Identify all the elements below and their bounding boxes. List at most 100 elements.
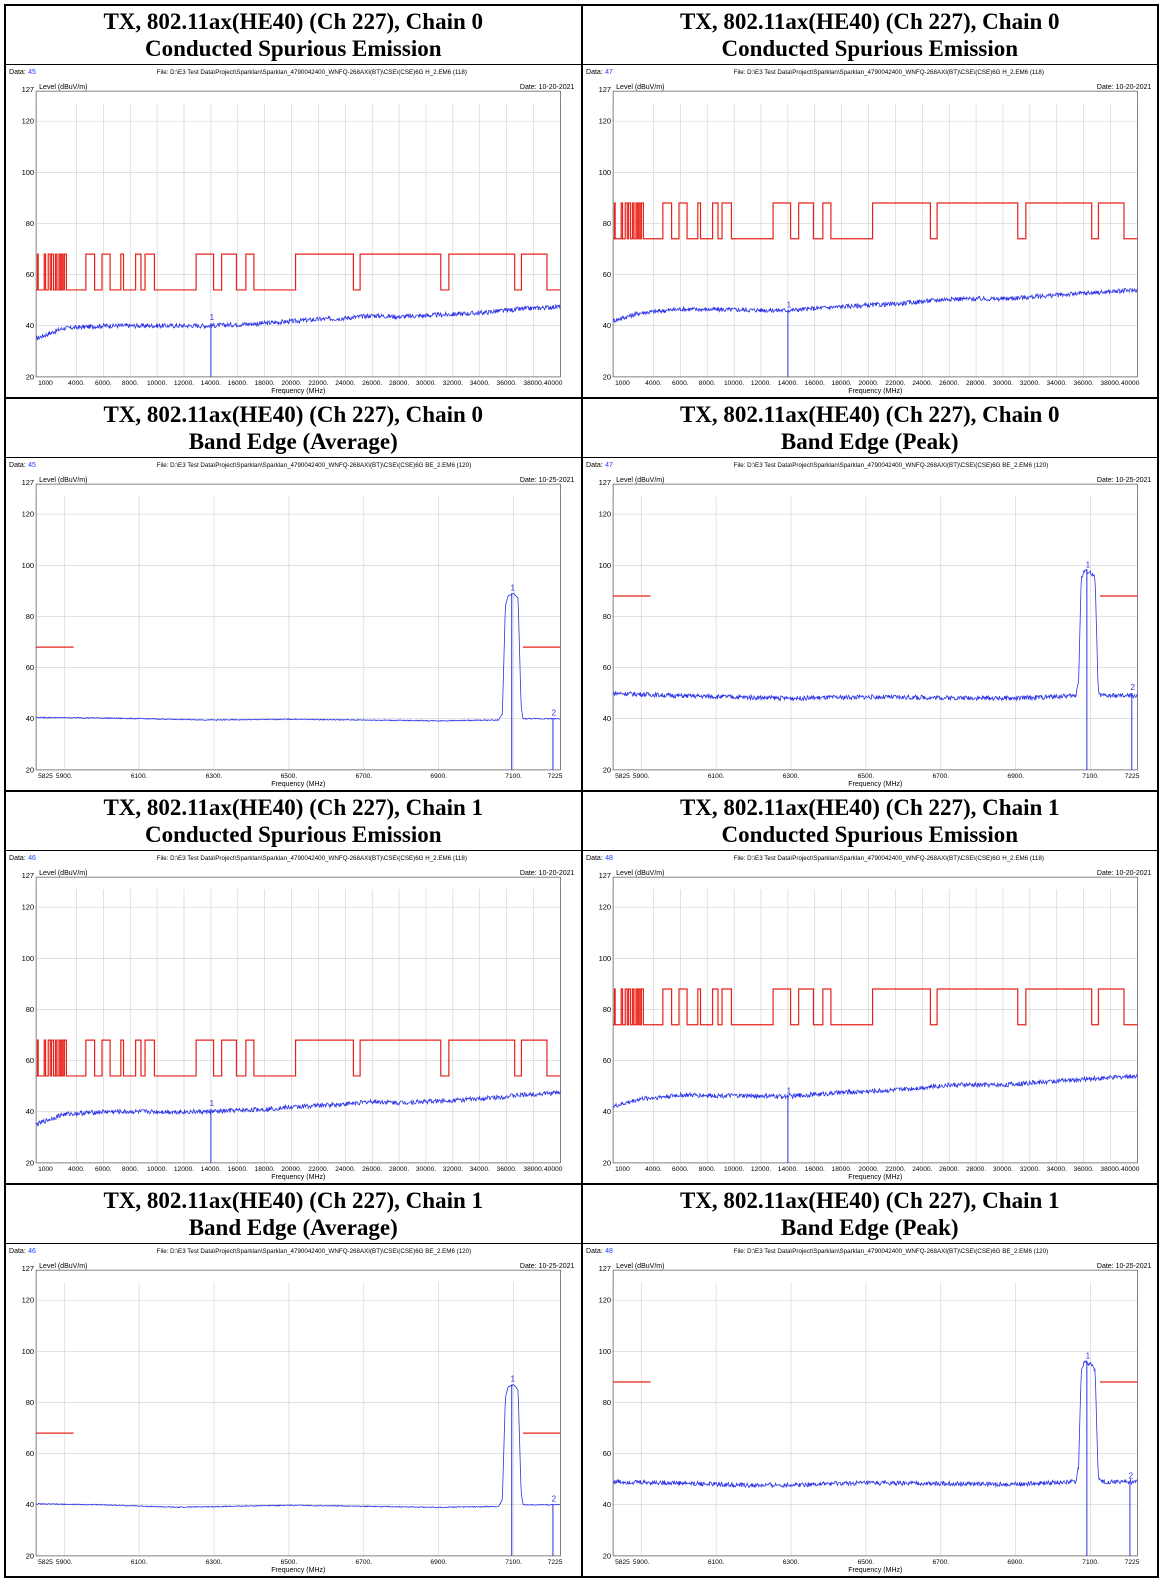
chart-title: TX, 802.11ax(HE40) (Ch 227), Chain 0 Band… [583,399,1158,457]
measurement-trace [612,287,1138,324]
x-tick-label: 20000. [281,1166,301,1173]
plot-svg: Data: 48 File: D:\E3 Test Data\Project\Spa… [586,1248,1152,1574]
x-axis-min-label: 1000 [615,380,630,387]
y-tick-label: 20 [602,1551,610,1560]
file-path: File: D:\E3 Test Data\Project\Sparklan\S… [733,69,1043,76]
y-tick-label: 40 [26,714,34,723]
plot-svg: Data: 48 File: D:\E3 Test Data\Project\Spa… [586,855,1152,1181]
chart-title-line2: Conducted Spurious Emission [721,36,1019,61]
x-tick-label: 6700. [356,773,373,780]
chart-title-line2: Conducted Spurious Emission [144,822,442,847]
chart-title-line2: Conducted Spurious Emission [721,822,1019,847]
y-axis-label: Level (dBuV/m) [39,84,87,91]
date-label: Date: 10-25-2021 [1096,477,1151,484]
y-tick-label: 120 [598,510,611,519]
limit-line [612,202,1137,240]
x-tick-label: 20000. [281,380,301,387]
x-tick-label: 6300. [206,773,223,780]
x-tick-label: 4000. [645,380,662,387]
x-tick-label: 6000. [672,380,689,387]
plot-svg: Data: 45 File: D:\E3 Test Data\Project\Spa… [9,69,575,395]
x-tick-label: 26000. [939,380,959,387]
data-value: 47 [605,462,613,469]
x-tick-label: 6500. [857,773,874,780]
plot-svg: Data: 46 File: D:\E3 Test Data\Project\Spa… [9,855,575,1181]
measurement-trace [612,1073,1138,1109]
y-tick-label: 100 [598,168,611,177]
y-tick-label: 80 [26,612,34,621]
plot-frame [612,876,1138,1164]
x-tick-label: 30000. [992,1166,1012,1173]
x-axis-max-label: 40000 [1120,380,1139,387]
x-tick-label: 6500. [281,773,298,780]
y-tick-label: 100 [598,561,611,570]
y-tick-label: 100 [22,168,35,177]
x-tick-label: 36000. [497,380,517,387]
x-tick-label: 6500. [281,1559,298,1566]
y-tick-label: 60 [26,1056,34,1065]
x-tick-label: 36000. [1073,1166,1093,1173]
y-axis-label: Level (dBuV/m) [616,477,664,484]
y-tick-label: 120 [598,117,611,126]
x-tick-label: 6700. [356,1559,373,1566]
y-tick-label: 100 [598,1347,611,1356]
data-label: Data: [586,1248,603,1255]
marker-label: 1 [210,313,215,322]
x-tick-label: 8000. [122,380,139,387]
y-tick-label: 80 [602,612,610,621]
x-axis-label: Frequency (MHz) [271,1174,325,1181]
data-value: 45 [28,69,36,76]
y-tick-label: 120 [22,117,35,126]
data-label: Data: [9,69,26,76]
y-tick-label: 60 [602,1056,610,1065]
chart-title-line2: Band Edge (Average) [188,1215,398,1240]
y-tick-label: 80 [26,1005,34,1014]
date-label: Date: 10-25-2021 [520,1263,575,1270]
x-axis-min-label: 5825 [615,1559,630,1566]
chart-cell: TX, 802.11ax(HE40) (Ch 227), Chain 1 Band… [581,1184,1158,1577]
x-tick-label: 6000. [672,1166,689,1173]
x-tick-label: 14000. [201,1166,221,1173]
x-tick-label: 28000. [389,1166,409,1173]
x-tick-label: 28000. [965,380,985,387]
x-tick-label: 30000. [416,1166,436,1173]
x-tick-label: 38000. [1100,1166,1120,1173]
x-tick-label: 6700. [932,1559,949,1566]
x-tick-label: 6900. [1007,773,1024,780]
x-tick-label: 30000. [992,380,1012,387]
y-tick-label: 40 [26,321,34,330]
y-tick-label: 20 [26,1551,34,1560]
y-axis-label: Level (dBuV/m) [616,870,664,877]
x-tick-label: 7100. [1082,1559,1099,1566]
y-tick-label: 40 [602,1500,610,1509]
file-path: File: D:\E3 Test Data\Project\Sparklan\S… [733,1248,1048,1255]
plot-frame [35,876,561,1164]
x-tick-label: 30000. [416,380,436,387]
plot-svg: Data: 47 File: D:\E3 Test Data\Project\Spa… [586,462,1152,788]
x-tick-label: 10000. [723,1166,743,1173]
measurement-trace [35,592,561,722]
measurement-trace [36,1384,561,1509]
x-tick-label: 32000. [443,380,463,387]
y-axis-label: Level (dBuV/m) [616,84,664,91]
plot-frame [35,483,561,771]
x-tick-label: 12000. [174,1166,194,1173]
x-tick-label: 20000. [858,1166,878,1173]
x-axis-label: Frequency (MHz) [848,1174,902,1181]
x-tick-label: 10000. [723,380,743,387]
chart-title-line2: Band Edge (Average) [188,429,398,454]
y-tick-label: 80 [602,1398,610,1407]
file-path: File: D:\E3 Test Data\Project\Sparklan\S… [157,1248,472,1255]
y-axis-label: Level (dBuV/m) [39,1263,87,1270]
data-label: Data: [586,462,603,469]
x-axis-label: Frequency (MHz) [848,388,902,395]
x-tick-label: 36000. [497,1166,517,1173]
chart-cell: TX, 802.11ax(HE40) (Ch 227), Chain 0 Band… [581,398,1158,791]
file-path: File: D:\E3 Test Data\Project\Sparklan\S… [733,462,1048,469]
chart-title-line2: Band Edge (Peak) [780,1215,959,1240]
chart-title-line1: TX, 802.11ax(HE40) (Ch 227), Chain 0 [679,402,1060,427]
data-value: 46 [28,855,36,862]
x-tick-label: 22000. [885,380,905,387]
chart-cell: TX, 802.11ax(HE40) (Ch 227), Chain 1 Band… [5,1184,582,1577]
x-tick-label: 24000. [912,1166,932,1173]
